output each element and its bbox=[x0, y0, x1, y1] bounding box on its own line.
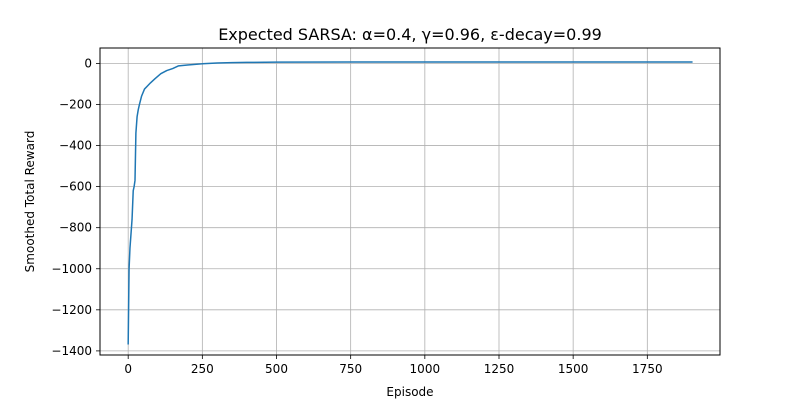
x-tick-label: 0 bbox=[124, 362, 132, 376]
y-tick-label: −1400 bbox=[51, 344, 92, 358]
y-tick-label: −1000 bbox=[51, 262, 92, 276]
x-tick-label: 250 bbox=[191, 362, 214, 376]
series-line bbox=[127, 61, 693, 345]
y-tick-label: −1200 bbox=[51, 303, 92, 317]
series-layer bbox=[127, 61, 693, 345]
x-tick-label: 1000 bbox=[410, 362, 441, 376]
x-tick-label: 750 bbox=[339, 362, 362, 376]
y-tick-label: −200 bbox=[59, 97, 92, 111]
x-tick-label: 1500 bbox=[558, 362, 589, 376]
y-tick-label: −600 bbox=[59, 180, 92, 194]
y-tick-label: 0 bbox=[84, 56, 92, 70]
y-tick-label: −400 bbox=[59, 139, 92, 153]
grid-lines bbox=[100, 48, 720, 355]
x-axis-label: Episode bbox=[386, 385, 433, 399]
x-tick-label: 1750 bbox=[632, 362, 663, 376]
plot-frame bbox=[99, 47, 721, 356]
x-axis-ticks: 0 250 500 750 1000 1250 1500 1750 bbox=[124, 355, 663, 376]
chart-title: Expected SARSA: α=0.4, γ=0.96, ε-decay=0… bbox=[218, 25, 602, 44]
y-tick-label: −800 bbox=[59, 221, 92, 235]
y-axis-label: Smoothed Total Reward bbox=[23, 131, 37, 273]
x-tick-label: 500 bbox=[265, 362, 288, 376]
y-axis-ticks: 0 −200 −400 −600 −800 −1000 −1200 −1400 bbox=[51, 56, 100, 358]
x-tick-label: 1250 bbox=[484, 362, 515, 376]
